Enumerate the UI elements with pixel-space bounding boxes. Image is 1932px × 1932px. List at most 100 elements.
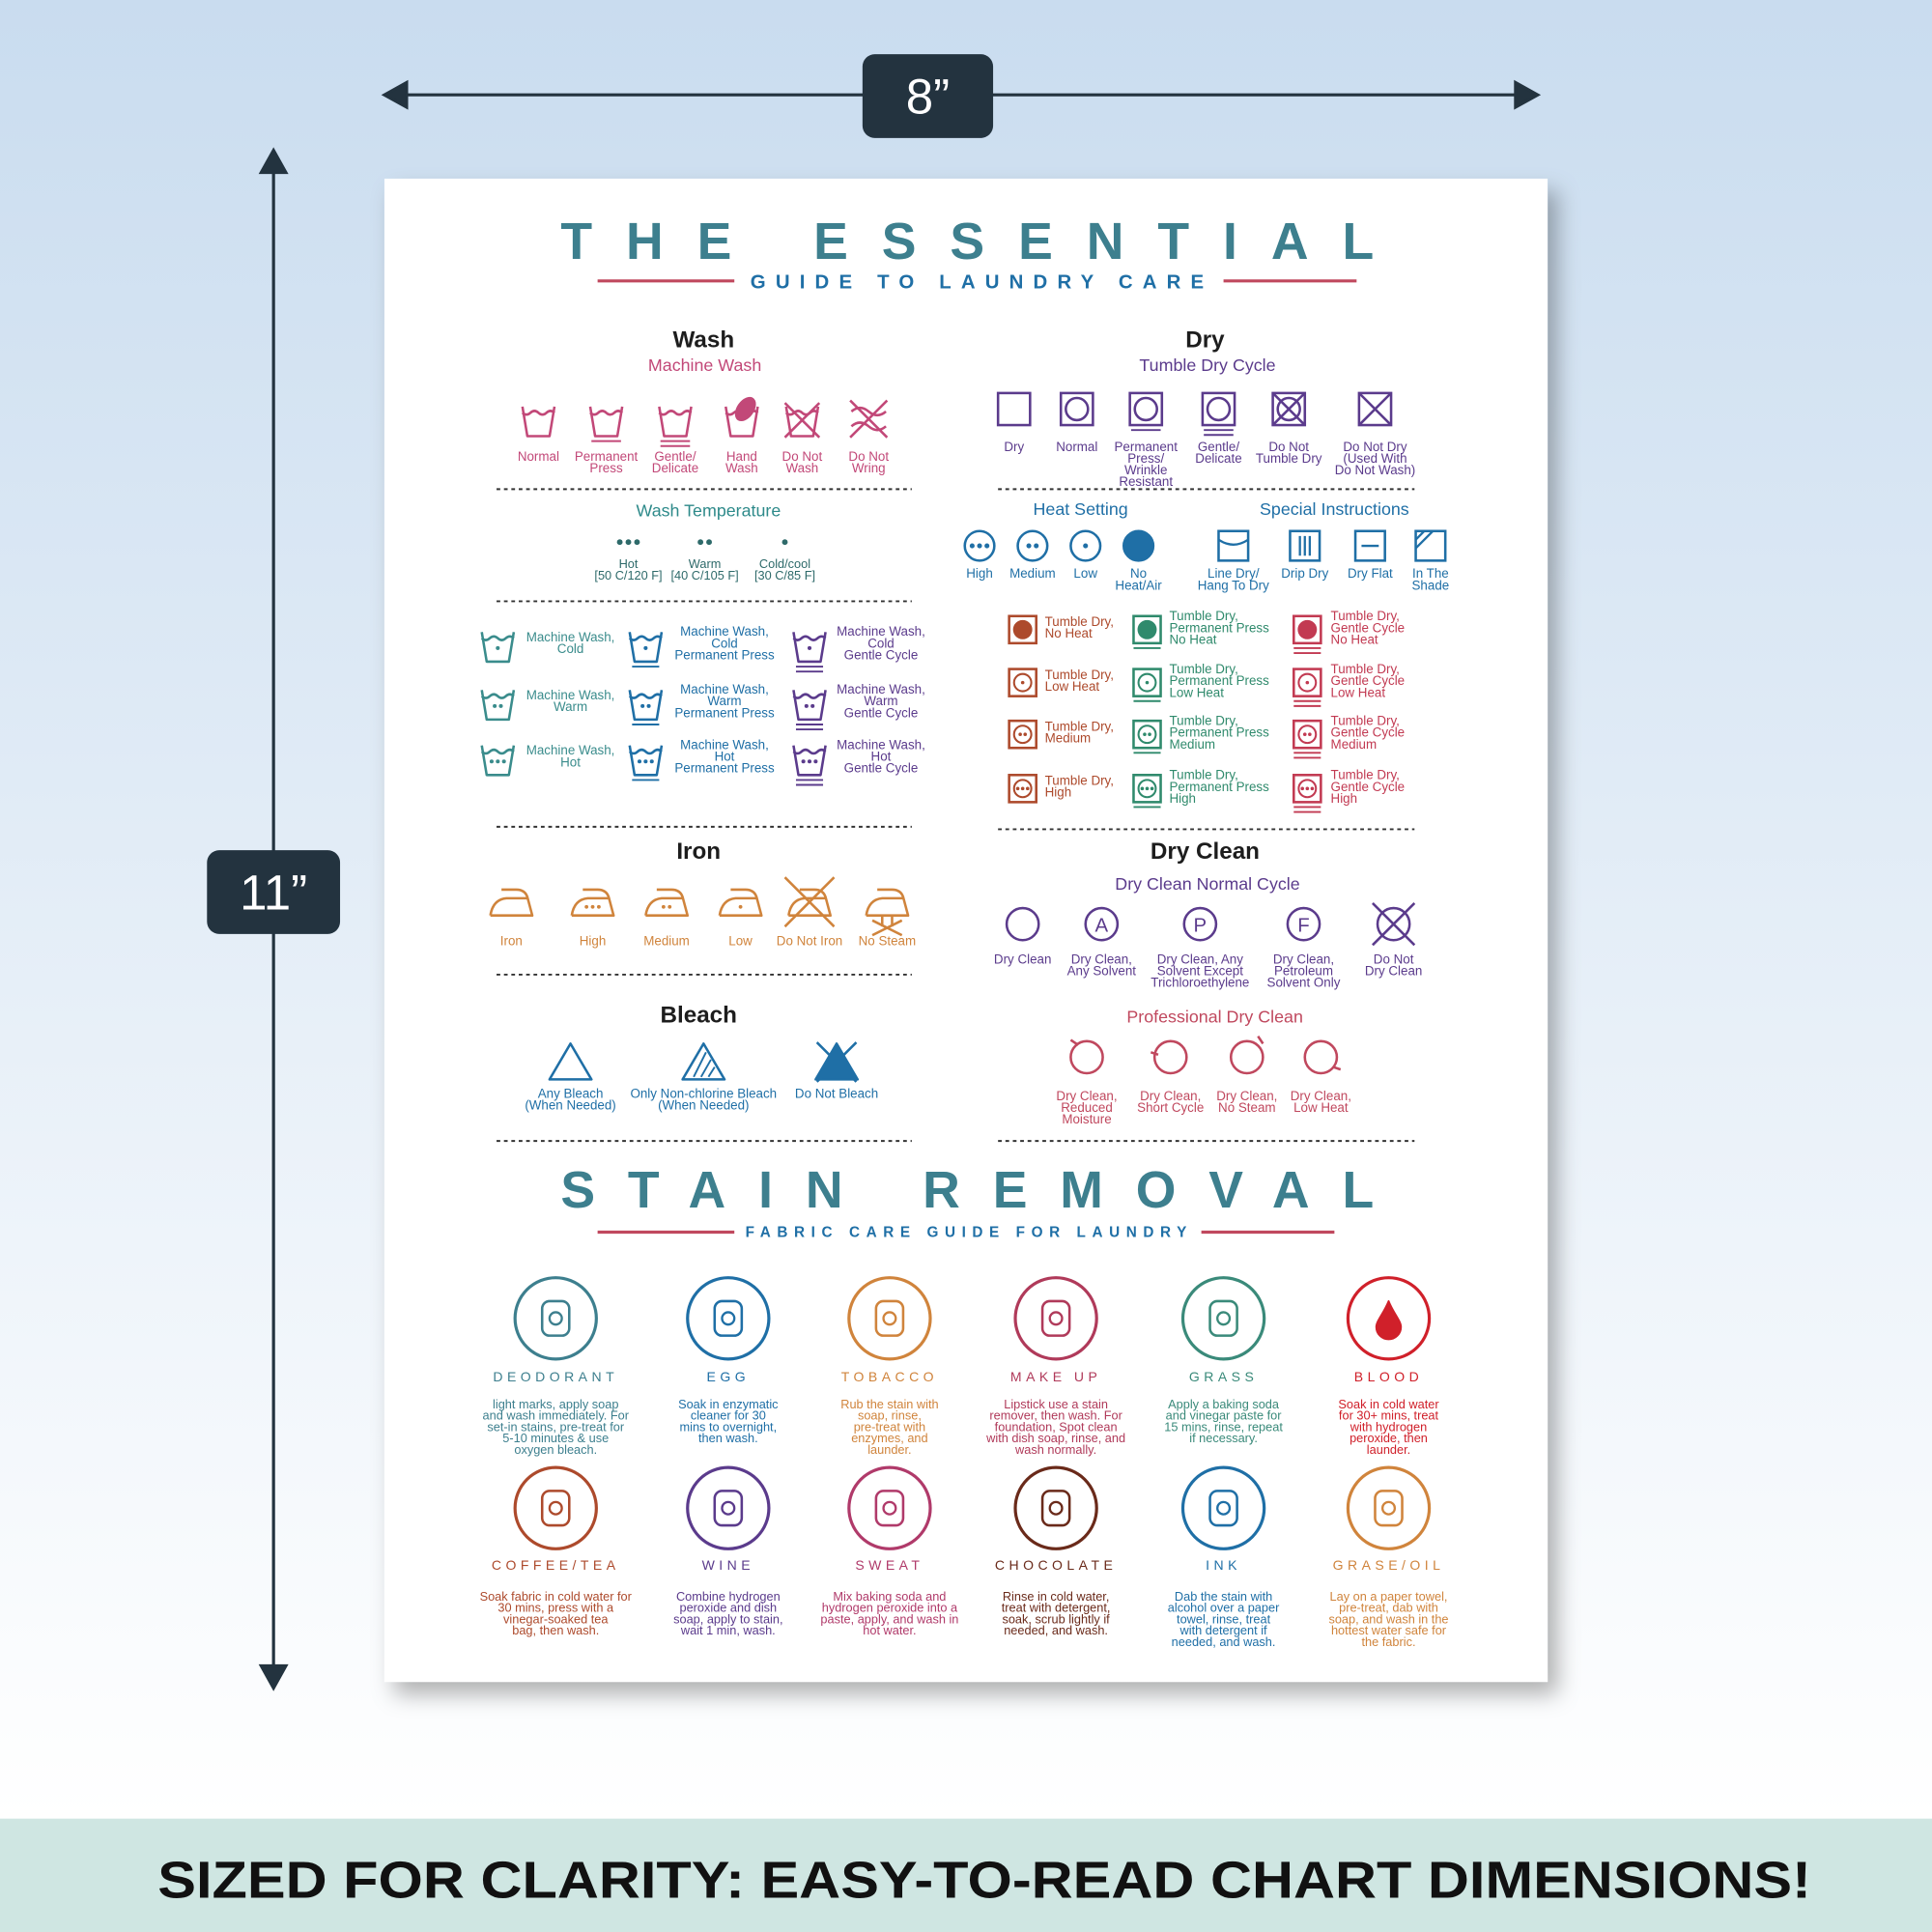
icon-dot [706,539,712,546]
icon-dot [625,539,632,546]
icon [1182,906,1218,942]
icon [521,410,555,416]
icon [1216,1500,1232,1516]
icon-dot [498,703,503,708]
icon [1008,614,1037,645]
label: Normal [1056,440,1097,454]
icon [1297,724,1318,745]
icon-dot [596,904,601,909]
icon [1376,906,1411,942]
icon-dot [697,539,704,546]
icon [882,1500,897,1516]
label: Cold/cool [30 C/85 F] [754,556,815,582]
icon [1297,672,1318,693]
icon [850,406,887,432]
icon [792,632,827,664]
icon [1357,391,1392,426]
stain-name: EGG [707,1369,751,1384]
symbol-letter: P [1194,915,1208,936]
stain-description: Soak in enzymatic cleaner for 30 mins to o… [678,1397,779,1445]
stain-description: Rinse in cold water, treat with detergent… [1002,1589,1111,1637]
icon [1357,391,1393,427]
label: Any Bleach (When Needed) [525,1086,615,1112]
icon [628,632,664,664]
icon [1013,1276,1098,1361]
stain-description: Dab the stain with alcohol over a paper to… [1168,1589,1280,1649]
icon [721,1500,736,1516]
icon [783,876,836,928]
icon [1132,719,1162,750]
label: No Heat/Air [1115,566,1162,592]
icon [1012,724,1033,745]
icon [792,635,827,641]
label: Do Not Bleach [795,1086,878,1100]
label: Do Not Tumble Dry [1256,440,1322,466]
icon [1005,906,1040,942]
icon-dot [634,539,640,546]
icon-dot [1023,732,1028,736]
icon-dot [501,759,506,764]
icon [1069,1038,1079,1046]
label: Warm [40 C/105 F] [671,556,739,582]
icon [658,406,693,438]
icon [1137,724,1157,745]
icon [1008,719,1037,750]
icon [1084,906,1120,942]
icon-dot [646,703,651,708]
icon [1012,619,1033,639]
stain-name: INK [1206,1557,1241,1573]
symbol-letter: A [1095,915,1109,936]
icon-dot [1034,543,1039,549]
icon [658,410,693,416]
label: Tumble Dry, Gentle Cycle No Heat [1331,609,1406,646]
icon [1048,1500,1064,1516]
icon [1122,529,1155,562]
icon-dot [801,759,806,764]
label: Machine Wash, Warm Gentle Cycle [837,682,925,720]
icon [588,406,624,438]
section-subheading: Tumble Dry Cycle [1139,355,1275,375]
label: Low [728,933,753,948]
icon-dot [781,539,788,546]
icon [1065,396,1090,422]
icon-dot [1083,543,1089,549]
label: Dry Clean, Petroleum Solvent Only [1267,952,1341,989]
height-badge [207,850,341,934]
icon [480,745,516,777]
icon [521,406,556,438]
icon-dot [643,645,648,650]
section-heading: Bleach [661,1003,737,1029]
icon [783,402,821,439]
icon-dot [1145,786,1150,791]
icon [1013,1465,1098,1550]
label: Tumble Dry, No Heat [1045,614,1114,640]
stain-name: TOBACCO [841,1369,938,1384]
label: Tumble Dry, Permanent Press High [1169,768,1269,806]
icon [1303,1039,1339,1075]
icon [1293,614,1322,645]
icon-dot [616,539,623,546]
section-subheading: Heat Setting [1034,499,1128,519]
label: Tumble Dry, Gentle Cycle High [1331,768,1406,806]
icon-dot [807,645,812,650]
label: Dry Clean, Reduced Moisture [1056,1089,1117,1126]
label: Hand Wash [725,449,758,475]
icon-dot [1018,732,1022,736]
icon [1059,391,1094,427]
icon [1414,529,1447,562]
section-subheading: Dry Clean Normal Cycle [1115,874,1299,894]
icon [1040,1299,1071,1337]
icon [480,690,516,722]
icon [628,745,664,777]
width-badge [862,54,994,138]
label: Only Non-chlorine Bleach (When Needed) [630,1086,777,1112]
label: Dry Clean, Low Heat [1291,1089,1351,1115]
icon [1271,391,1307,427]
stain-name: SWEAT [855,1557,923,1573]
label: Tumble Dry, Gentle Cycle Medium [1331,714,1406,752]
icon [847,1465,932,1550]
icon-dot [637,759,642,764]
section-heading: Dry Clean [1151,838,1260,865]
icon [1012,779,1033,799]
icon [1346,1276,1432,1361]
